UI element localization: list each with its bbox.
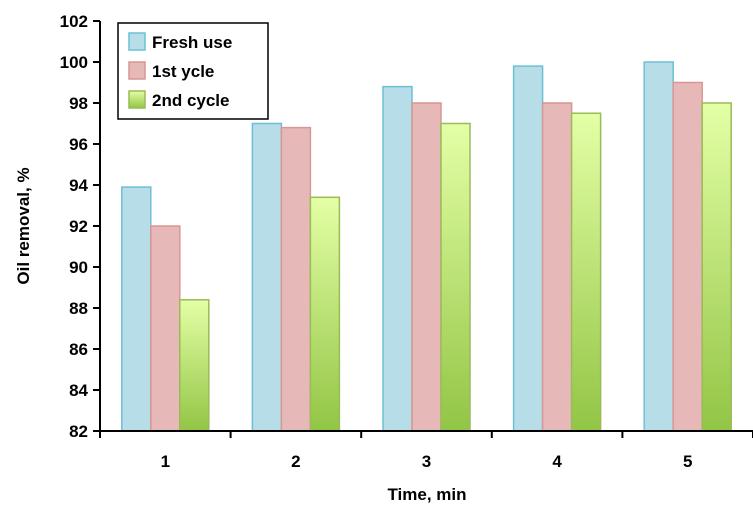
bar-fresh-use-t5 xyxy=(643,61,674,432)
legend-swatch xyxy=(128,32,146,51)
x-tick-label: 2 xyxy=(291,452,300,471)
y-tick-label: 92 xyxy=(69,217,88,236)
x-tick-label: 5 xyxy=(683,452,692,471)
y-tick-label: 86 xyxy=(69,340,88,359)
y-tick-label: 100 xyxy=(60,53,88,72)
bar-1st-ycle-t2 xyxy=(280,126,312,432)
bar-1st-ycle-t4 xyxy=(541,102,573,432)
bars-group xyxy=(121,61,732,432)
legend-swatch xyxy=(128,90,146,109)
bar-2nd-cycle-t4 xyxy=(570,112,602,432)
y-ticks-group: 82 84 86 88 90 92 94 96 98 100 102 xyxy=(60,12,100,441)
legend-label: Fresh use xyxy=(152,33,232,52)
y-tick-label: 98 xyxy=(69,94,88,113)
legend-label: 1st ycle xyxy=(152,62,214,81)
bar-fresh-use-t1 xyxy=(121,186,152,432)
y-tick-label: 96 xyxy=(69,135,88,154)
y-tick-label: 94 xyxy=(69,176,88,195)
y-axis-title: Oil removal, % xyxy=(14,167,33,284)
bar-1st-ycle-t5 xyxy=(672,81,703,432)
bar-1st-ycle-t3 xyxy=(411,102,442,432)
bar-fresh-use-t3 xyxy=(382,85,413,432)
bar-2nd-cycle-t5 xyxy=(701,102,732,432)
y-tick-label: 84 xyxy=(69,381,88,400)
y-tick-label: 88 xyxy=(69,299,88,318)
legend-swatch xyxy=(128,61,146,80)
bar-2nd-cycle-t3 xyxy=(440,122,471,432)
x-ticks-group: 1 2 3 4 5 xyxy=(99,431,753,471)
x-axis-title: Time, min xyxy=(387,485,466,504)
legend-label: 2nd cycle xyxy=(152,91,230,110)
bar-2nd-cycle-t2 xyxy=(309,196,341,432)
y-tick-label: 90 xyxy=(69,258,88,277)
bar-fresh-use-t4 xyxy=(512,65,544,432)
x-tick-label: 3 xyxy=(422,452,431,471)
y-tick-label: 102 xyxy=(60,12,88,31)
x-tick-label: 4 xyxy=(552,452,562,471)
bar-1st-ycle-t1 xyxy=(150,225,181,432)
bar-2nd-cycle-t1 xyxy=(179,299,210,432)
y-tick-label: 82 xyxy=(69,422,88,441)
x-tick-label: 1 xyxy=(161,452,170,471)
legend: Fresh use 1st ycle 2nd cycle xyxy=(117,22,269,120)
bar-fresh-use-t2 xyxy=(251,122,283,432)
